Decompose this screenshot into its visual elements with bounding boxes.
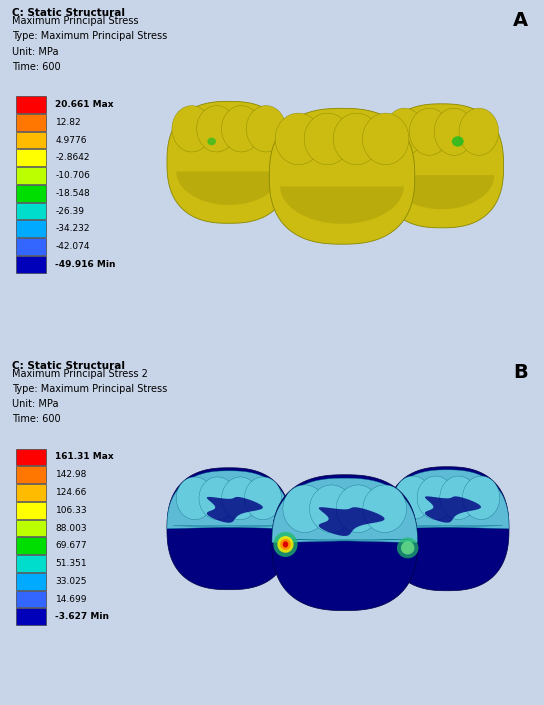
Polygon shape: [244, 477, 282, 520]
Polygon shape: [319, 507, 385, 536]
Polygon shape: [199, 477, 236, 520]
Polygon shape: [272, 474, 417, 611]
Polygon shape: [333, 113, 380, 165]
Polygon shape: [336, 485, 380, 532]
Ellipse shape: [283, 541, 288, 548]
Text: B: B: [513, 363, 528, 382]
Polygon shape: [246, 106, 286, 152]
FancyBboxPatch shape: [16, 132, 46, 148]
Text: Unit: MPa: Unit: MPa: [13, 399, 59, 409]
Polygon shape: [304, 113, 351, 165]
Polygon shape: [389, 175, 494, 209]
FancyBboxPatch shape: [16, 96, 46, 113]
Polygon shape: [167, 102, 291, 223]
Text: -34.232: -34.232: [55, 224, 90, 233]
FancyBboxPatch shape: [16, 256, 46, 273]
Polygon shape: [283, 485, 326, 532]
Polygon shape: [176, 477, 213, 520]
Polygon shape: [222, 477, 259, 520]
Text: 106.33: 106.33: [55, 505, 87, 515]
Text: Type: Maximum Principal Stress: Type: Maximum Principal Stress: [13, 384, 168, 394]
Text: Unit: MPa: Unit: MPa: [13, 47, 59, 56]
Polygon shape: [385, 470, 509, 529]
Text: Maximum Principal Stress 2: Maximum Principal Stress 2: [13, 369, 149, 379]
Text: 33.025: 33.025: [55, 577, 87, 586]
Polygon shape: [380, 104, 504, 228]
Text: A: A: [512, 11, 528, 30]
Polygon shape: [275, 113, 322, 165]
Text: 88.003: 88.003: [55, 524, 87, 532]
Polygon shape: [269, 109, 415, 244]
Polygon shape: [167, 471, 291, 529]
Text: 20.661 Max: 20.661 Max: [55, 100, 114, 109]
Polygon shape: [172, 106, 212, 152]
Text: 14.699: 14.699: [55, 594, 87, 603]
Polygon shape: [462, 476, 500, 520]
Ellipse shape: [280, 539, 291, 550]
FancyBboxPatch shape: [16, 502, 46, 519]
Polygon shape: [197, 106, 236, 152]
Text: Time: 600: Time: 600: [13, 415, 61, 424]
FancyBboxPatch shape: [16, 537, 46, 554]
FancyBboxPatch shape: [16, 467, 46, 483]
Text: -3.627 Min: -3.627 Min: [55, 613, 109, 621]
Polygon shape: [385, 467, 509, 591]
Polygon shape: [221, 106, 261, 152]
Text: 142.98: 142.98: [55, 470, 87, 479]
Polygon shape: [417, 476, 454, 520]
FancyBboxPatch shape: [16, 520, 46, 537]
Text: 4.9776: 4.9776: [55, 135, 87, 145]
Text: 69.677: 69.677: [55, 541, 87, 551]
Text: -10.706: -10.706: [55, 171, 90, 180]
FancyBboxPatch shape: [16, 149, 46, 166]
FancyBboxPatch shape: [16, 114, 46, 130]
FancyBboxPatch shape: [16, 448, 46, 465]
FancyBboxPatch shape: [16, 221, 46, 237]
Text: -49.916 Min: -49.916 Min: [55, 260, 116, 269]
Text: -18.548: -18.548: [55, 189, 90, 198]
Ellipse shape: [207, 137, 216, 145]
FancyBboxPatch shape: [16, 591, 46, 608]
Text: -26.39: -26.39: [55, 207, 84, 216]
Ellipse shape: [452, 136, 463, 147]
Polygon shape: [363, 485, 406, 532]
Polygon shape: [176, 171, 282, 205]
Text: 51.351: 51.351: [55, 559, 87, 568]
Polygon shape: [207, 497, 263, 522]
FancyBboxPatch shape: [16, 238, 46, 255]
Polygon shape: [280, 186, 404, 223]
Text: C: Static Structural: C: Static Structural: [13, 361, 126, 371]
Polygon shape: [434, 108, 474, 155]
FancyBboxPatch shape: [16, 203, 46, 219]
Text: 161.31 Max: 161.31 Max: [55, 453, 114, 462]
FancyBboxPatch shape: [16, 484, 46, 501]
Ellipse shape: [277, 536, 294, 553]
FancyBboxPatch shape: [16, 167, 46, 184]
Text: 124.66: 124.66: [55, 488, 87, 497]
Polygon shape: [310, 485, 353, 532]
Polygon shape: [385, 108, 424, 155]
Text: Maximum Principal Stress: Maximum Principal Stress: [13, 16, 139, 26]
Polygon shape: [440, 476, 477, 520]
FancyBboxPatch shape: [16, 608, 46, 625]
Polygon shape: [425, 496, 481, 522]
Text: C: Static Structural: C: Static Structural: [13, 8, 126, 18]
FancyBboxPatch shape: [16, 573, 46, 589]
Ellipse shape: [397, 537, 418, 558]
Text: Time: 600: Time: 600: [13, 62, 61, 72]
Polygon shape: [410, 108, 449, 155]
Polygon shape: [362, 113, 409, 165]
Text: -42.074: -42.074: [55, 242, 90, 251]
Polygon shape: [272, 478, 417, 543]
FancyBboxPatch shape: [16, 556, 46, 572]
Polygon shape: [459, 108, 499, 155]
Text: Type: Maximum Principal Stress: Type: Maximum Principal Stress: [13, 31, 168, 42]
FancyBboxPatch shape: [16, 185, 46, 202]
Text: 12.82: 12.82: [55, 118, 81, 127]
Polygon shape: [167, 468, 291, 589]
Ellipse shape: [273, 532, 298, 557]
Text: -2.8642: -2.8642: [55, 153, 90, 162]
Polygon shape: [394, 476, 431, 520]
Ellipse shape: [401, 541, 415, 555]
